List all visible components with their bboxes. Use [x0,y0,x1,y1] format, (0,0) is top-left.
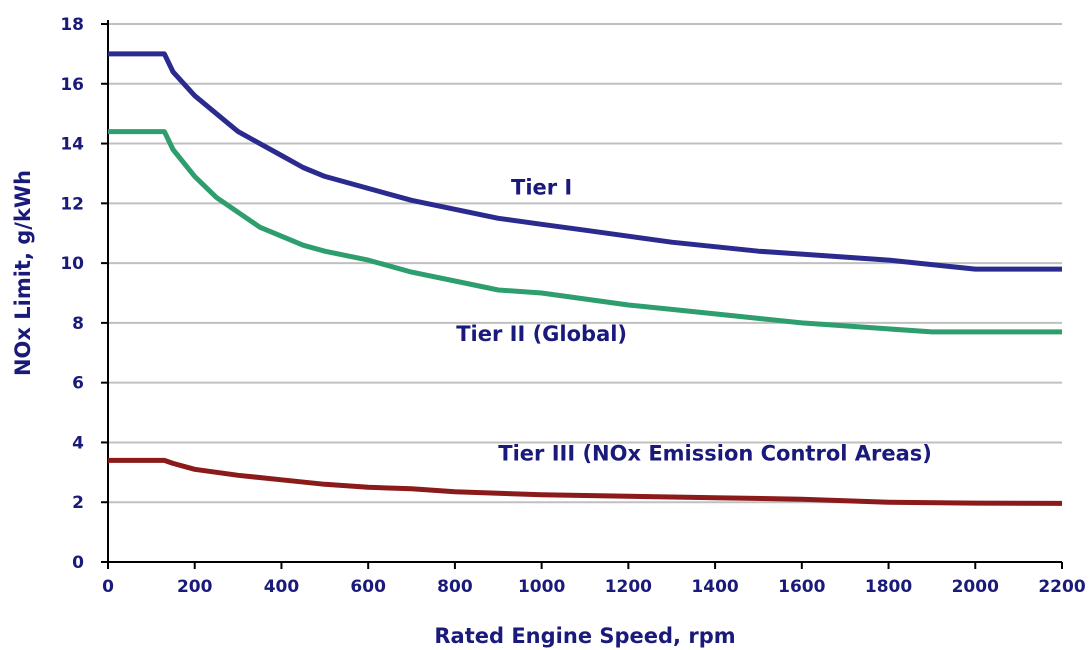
x-tick-label-2000: 2000 [952,577,999,597]
series-line-2 [108,129,1062,335]
series-label-2: Tier II (Global) [456,322,627,346]
y-tick-label-0: 0 [72,553,84,573]
y-tick-label-16: 16 [60,75,84,95]
x-tick-label-200: 200 [177,577,213,597]
y-tick-label-10: 10 [60,254,84,274]
series-label-3: Tier III (NOx Emission Control Areas) [498,441,932,465]
series-line-1 [108,51,1062,272]
y-tick-label-6: 6 [72,374,84,394]
series-label-1: Tier I [511,175,572,199]
x-tick-label-1800: 1800 [865,577,912,597]
x-tick-label-2200: 2200 [1038,577,1085,597]
x-tick-label-0: 0 [102,577,114,597]
y-tick-label-4: 4 [72,433,84,453]
y-axis-ticks: 0 2 4 6 8 10 12 14 16 18 [60,15,108,573]
y-tick-label-18: 18 [60,15,84,35]
y-axis-title: NOx Limit, g/kWh [11,170,35,376]
x-axis-title: Rated Engine Speed, rpm [434,624,735,648]
y-tick-label-12: 12 [60,194,84,214]
grid-lines [108,23,1062,504]
x-tick-label-1600: 1600 [778,577,825,597]
y-tick-label-2: 2 [72,493,84,513]
series-lines [108,51,1063,506]
axes [107,20,1062,563]
series-line-3 [108,457,1063,506]
x-tick-label-400: 400 [264,577,300,597]
x-tick-label-1000: 1000 [518,577,565,597]
x-tick-label-800: 800 [437,577,473,597]
x-tick-label-1400: 1400 [691,577,738,597]
x-axis-ticks: 0 200 400 600 800 1000 1200 1400 1600 1800 2000 220… [102,562,1086,597]
y-tick-label-14: 14 [60,135,84,155]
series-labels: Tier I Tier II (Global) Tier III (NOx Emis… [456,175,932,465]
x-tick-label-1200: 1200 [605,577,652,597]
y-tick-label-8: 8 [72,314,84,334]
x-tick-label-600: 600 [350,577,386,597]
